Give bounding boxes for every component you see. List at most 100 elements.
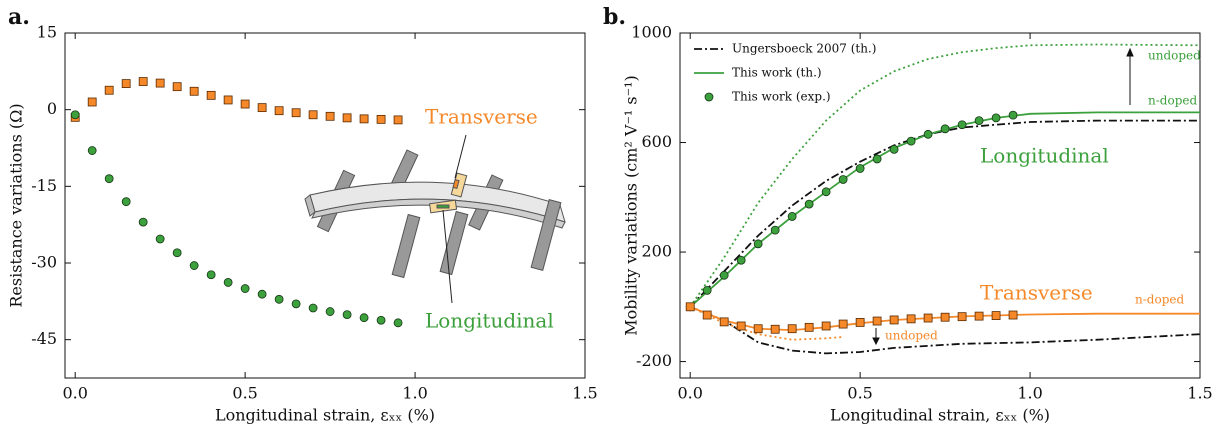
y-tick-label: -30 xyxy=(31,253,57,272)
square-marker xyxy=(240,99,250,109)
circle-marker xyxy=(359,313,369,323)
square-marker xyxy=(821,321,831,331)
square-marker xyxy=(189,86,199,96)
series xyxy=(689,119,1200,308)
x-tick-label: 1.5 xyxy=(572,384,597,403)
square-marker xyxy=(770,324,780,334)
circle-marker xyxy=(923,129,933,139)
circle-marker xyxy=(889,144,899,154)
circle-marker xyxy=(70,110,80,120)
square-marker xyxy=(393,115,403,125)
square-marker xyxy=(685,302,695,312)
square-marker xyxy=(838,319,848,329)
circle-marker xyxy=(291,299,301,309)
circle-marker xyxy=(736,255,746,265)
circle-marker xyxy=(155,234,165,244)
circle-marker xyxy=(257,289,267,299)
square-marker xyxy=(719,317,729,327)
square-marker xyxy=(206,90,216,100)
square-marker xyxy=(342,113,352,123)
panel-label: b. xyxy=(603,4,626,30)
square-marker xyxy=(87,97,97,107)
square-marker xyxy=(940,312,950,322)
circle-marker xyxy=(872,154,882,164)
annotation: Longitudinal xyxy=(980,144,1109,168)
circle-marker xyxy=(838,175,848,184)
square-marker xyxy=(804,322,814,332)
square-marker xyxy=(138,77,148,86)
circle-marker xyxy=(172,248,182,258)
series xyxy=(685,302,1018,334)
series xyxy=(685,110,1018,312)
square-marker xyxy=(855,318,865,327)
y-tick-label: -200 xyxy=(636,351,672,370)
square-marker xyxy=(991,311,1001,320)
circle-marker xyxy=(138,217,148,227)
y-tick-label: -45 xyxy=(31,329,57,348)
annotation: undoped xyxy=(885,329,938,343)
circle-marker xyxy=(376,315,386,325)
square-marker xyxy=(223,95,233,105)
x-axis-label: Longitudinal strain, εₓₓ (%) xyxy=(830,406,1050,425)
x-tick-label: 0.0 xyxy=(677,384,702,403)
square-marker xyxy=(308,110,318,120)
circle-marker xyxy=(308,303,318,313)
circle-marker xyxy=(87,146,97,155)
plot-frame xyxy=(679,32,1201,379)
series xyxy=(689,111,1200,308)
circle-marker xyxy=(855,164,865,173)
circle-marker xyxy=(1008,110,1018,120)
arrows xyxy=(872,47,1134,346)
series xyxy=(689,305,844,341)
circle-marker xyxy=(770,225,780,235)
y-axis-label: Mobility variations (cm² V⁻¹ s⁻¹) xyxy=(622,75,641,336)
line xyxy=(689,43,1201,308)
circle-marker xyxy=(991,113,1001,123)
y-axis-label: Resistance variations (Ω) xyxy=(7,103,26,307)
annotation: Transverse xyxy=(425,105,538,129)
legend-label: Ungersboeck 2007 (th.) xyxy=(732,42,876,56)
circle-marker xyxy=(325,307,335,316)
square-marker xyxy=(906,314,916,324)
square-marker xyxy=(291,108,301,118)
square-marker xyxy=(974,311,984,321)
x-tick-label: 0.0 xyxy=(62,384,87,403)
annotation: n-doped xyxy=(1148,94,1197,108)
x-axis-label: Longitudinal strain, εₓₓ (%) xyxy=(215,406,435,425)
annotation: undoped xyxy=(1148,49,1201,63)
circle-marker xyxy=(342,310,352,320)
circle-marker xyxy=(121,197,131,207)
y-tick-label: 1000 xyxy=(631,23,672,42)
circle-marker xyxy=(223,278,233,287)
square-marker xyxy=(274,106,284,116)
legend-label: This work (th.) xyxy=(732,66,822,80)
circle-marker xyxy=(274,294,284,304)
square-marker xyxy=(257,103,267,113)
line xyxy=(689,305,1201,355)
y-tick-label: 600 xyxy=(641,132,672,151)
square-marker xyxy=(172,82,182,92)
y-tick-label: 15 xyxy=(37,23,57,42)
circle-marker xyxy=(957,120,967,130)
circle-marker xyxy=(787,212,797,221)
x-tick-label: 1.0 xyxy=(1017,384,1042,403)
annotation: Longitudinal xyxy=(425,309,554,333)
circle-marker xyxy=(189,261,199,270)
series xyxy=(70,110,403,328)
square-marker xyxy=(702,310,712,320)
square-marker xyxy=(325,111,335,121)
square-marker xyxy=(121,79,131,88)
legend-label: This work (exp.) xyxy=(732,90,831,104)
square-marker xyxy=(923,313,933,323)
square-marker xyxy=(872,316,882,326)
circle-marker xyxy=(393,318,403,328)
circle-marker xyxy=(753,239,763,249)
annotation: n-doped xyxy=(1135,293,1184,307)
square-marker xyxy=(155,78,165,88)
series xyxy=(70,77,403,125)
circle-marker xyxy=(804,199,814,209)
inset-illustration xyxy=(304,134,566,304)
circle-marker xyxy=(974,116,984,126)
